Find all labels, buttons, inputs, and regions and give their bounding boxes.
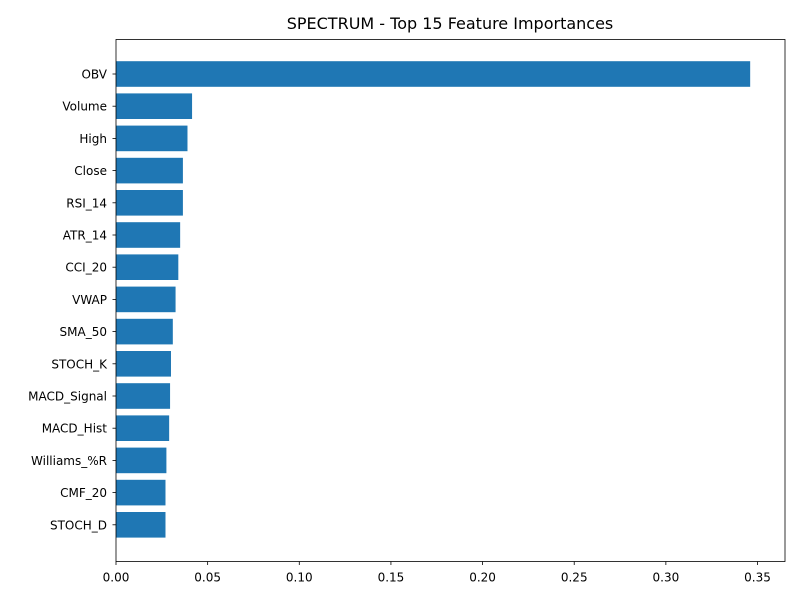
bar-close xyxy=(116,157,183,184)
y-tick-label: CMF_20 xyxy=(60,486,107,500)
bar-obv xyxy=(116,61,751,87)
y-tick-label: OBV xyxy=(81,68,107,82)
bar-vwap xyxy=(116,286,176,313)
x-axis-ticks: 0.00 0.05 0.10 0.15 0.20 0.25 0.30 0.35 xyxy=(103,561,771,585)
bar-williams-r xyxy=(116,447,167,474)
y-axis-ticks: OBV Volume High Close RSI_14 ATR_14 CCI_20 VWAP… xyxy=(28,68,116,532)
x-tick-label: 0.35 xyxy=(744,571,771,585)
bar-macd-hist xyxy=(116,415,170,441)
y-tick-label: High xyxy=(79,132,107,146)
x-tick-label: 0.25 xyxy=(561,571,588,585)
y-tick-label: CCI_20 xyxy=(65,261,107,275)
bar-rsi-14 xyxy=(116,190,183,216)
bar-stoch-k xyxy=(116,351,171,377)
y-tick-label: MACD_Hist xyxy=(42,422,108,436)
bar-stoch-d xyxy=(116,512,166,538)
y-tick-label: RSI_14 xyxy=(66,196,107,210)
x-tick-label: 0.05 xyxy=(194,571,221,585)
y-tick-label: Volume xyxy=(62,100,107,114)
y-tick-label: STOCH_D xyxy=(50,518,107,532)
bar-atr-14 xyxy=(116,222,181,248)
bar-volume xyxy=(116,93,193,119)
y-tick-label: STOCH_K xyxy=(51,357,108,371)
x-tick-label: 0.10 xyxy=(286,571,313,585)
y-tick-label: VWAP xyxy=(72,293,107,307)
bar-sma-50 xyxy=(116,318,173,345)
y-tick-label: ATR_14 xyxy=(63,229,107,243)
y-tick-label: Close xyxy=(74,164,107,178)
x-tick-label: 0.15 xyxy=(378,571,405,585)
bar-cci-20 xyxy=(116,254,179,280)
y-tick-label: MACD_Signal xyxy=(28,390,107,404)
plot-frame xyxy=(115,39,786,562)
y-tick-label: Williams_%R xyxy=(31,454,107,468)
x-tick-label: 0.30 xyxy=(653,571,680,585)
bar-macd-signal xyxy=(116,383,171,409)
chart-title: SPECTRUM - Top 15 Feature Importances xyxy=(287,14,614,33)
x-tick-label: 0.20 xyxy=(469,571,496,585)
bars-group xyxy=(116,61,751,538)
bar-cmf-20 xyxy=(116,479,166,506)
x-tick-label: 0.00 xyxy=(103,571,130,585)
y-tick-label: SMA_50 xyxy=(60,325,107,339)
bar-high xyxy=(116,125,188,152)
